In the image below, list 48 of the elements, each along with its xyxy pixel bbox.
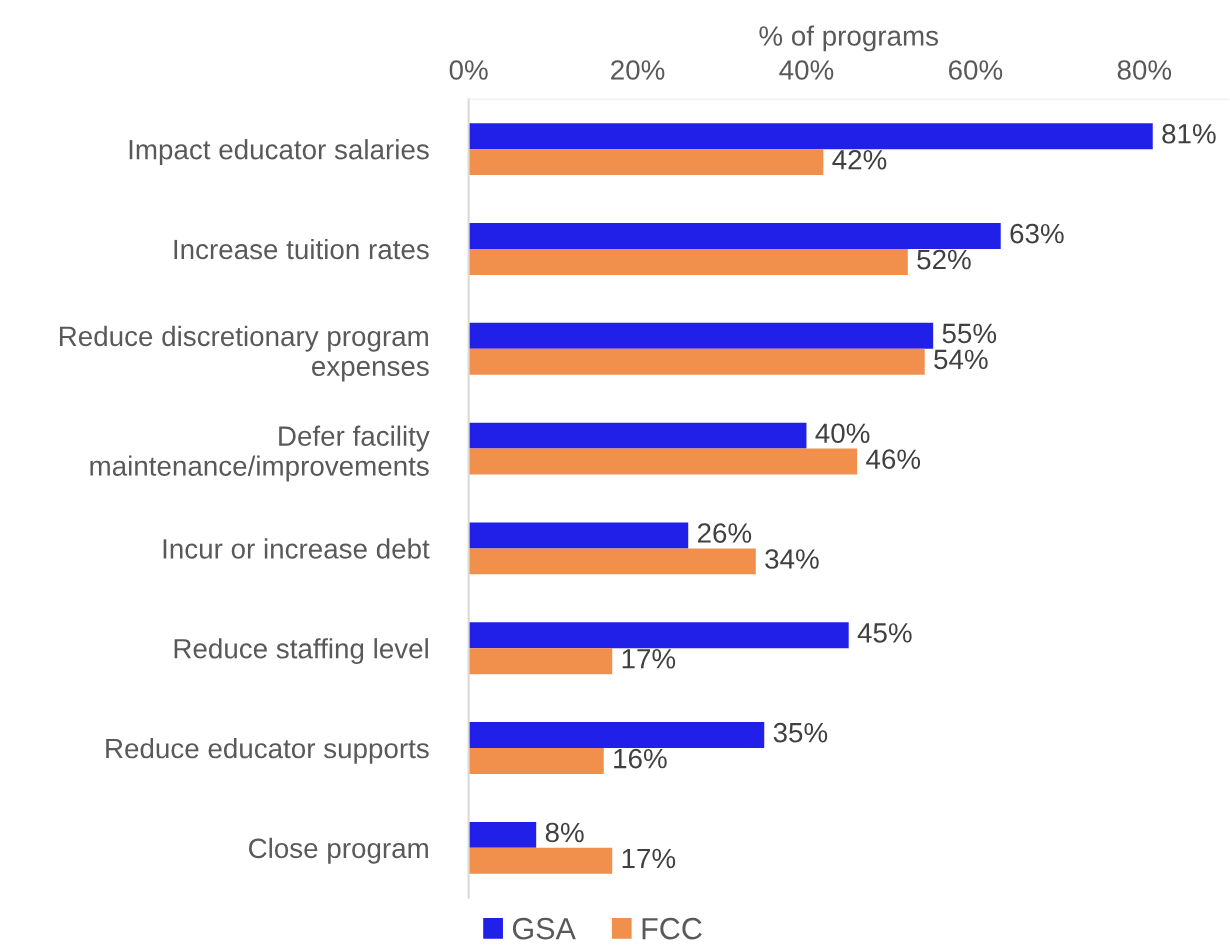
bar bbox=[468, 821, 537, 848]
bar bbox=[468, 322, 934, 349]
bar bbox=[468, 622, 849, 649]
data-label: 81% bbox=[1162, 123, 1216, 144]
data-label: 34% bbox=[765, 549, 819, 569]
y-tick-label: Reduce discretionary program expenses bbox=[59, 325, 429, 382]
bar bbox=[468, 348, 925, 375]
data-label: 55% bbox=[942, 323, 997, 344]
x-tick-label: 80% bbox=[1117, 60, 1172, 80]
data-label: 40% bbox=[815, 423, 870, 444]
x-tick-label: 40% bbox=[779, 60, 834, 80]
bar bbox=[468, 648, 613, 675]
y-tick-label: Impact educator salaries bbox=[129, 139, 429, 165]
bar bbox=[468, 522, 689, 549]
y-tick-label: Incur or increase debt bbox=[163, 538, 430, 559]
bar bbox=[468, 448, 858, 475]
data-label: 45% bbox=[857, 623, 912, 643]
data-label: 17% bbox=[622, 649, 676, 669]
data-label: 16% bbox=[614, 748, 667, 769]
y-tick-label: Defer facility maintenance/improvements bbox=[90, 425, 430, 482]
legend-label: GSA bbox=[512, 917, 576, 940]
y-tick-label: Reduce staffing level bbox=[174, 638, 428, 665]
data-label: 42% bbox=[832, 149, 887, 170]
bar bbox=[468, 223, 1001, 249]
y-tick-label: Increase tuition rates bbox=[174, 238, 429, 260]
data-label: 17% bbox=[622, 848, 676, 869]
x-axis-title: % of programs bbox=[759, 25, 939, 52]
data-label: 54% bbox=[934, 349, 988, 370]
data-label: 8% bbox=[545, 822, 584, 843]
data-label: 46% bbox=[866, 449, 921, 470]
data-label: 35% bbox=[773, 722, 828, 743]
bar bbox=[468, 248, 908, 275]
x-tick-label: 20% bbox=[611, 60, 665, 80]
bar bbox=[468, 123, 1153, 150]
bar bbox=[468, 847, 613, 874]
legend-label: FCC bbox=[642, 917, 702, 940]
bar bbox=[468, 748, 604, 774]
data-label: 26% bbox=[697, 523, 752, 543]
x-tick-label: 0% bbox=[449, 60, 488, 80]
data-label: 63% bbox=[1010, 223, 1064, 244]
data-label: 52% bbox=[917, 249, 971, 270]
y-tick-label: Close program bbox=[248, 837, 428, 864]
y-tick-label: Reduce educator supports bbox=[106, 737, 429, 764]
bar bbox=[468, 548, 756, 575]
bar bbox=[468, 422, 807, 449]
bar bbox=[468, 149, 824, 176]
x-tick-label: 60% bbox=[949, 60, 1003, 80]
bar bbox=[468, 722, 765, 749]
